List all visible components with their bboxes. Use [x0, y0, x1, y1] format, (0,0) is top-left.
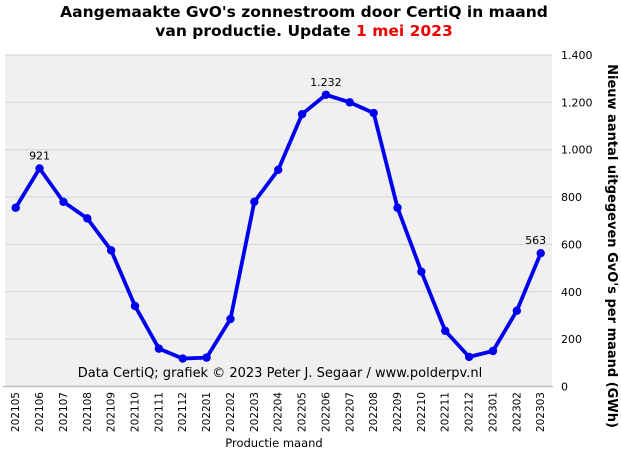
data-point	[393, 203, 402, 212]
title-update-date: 1 mei 2023	[356, 22, 453, 40]
title-line-2: van productie. Update 1 mei 2023	[0, 22, 608, 41]
title-line-2-text: van productie. Update	[155, 22, 357, 40]
data-point	[250, 197, 259, 207]
x-tick-label: 202205	[297, 392, 309, 432]
x-tick-label: 202303	[535, 392, 547, 432]
data-point	[321, 90, 331, 99]
x-tick-label: 202211	[440, 392, 452, 432]
data-point	[274, 165, 283, 175]
y-tick-label: 400	[561, 286, 582, 299]
data-point	[154, 344, 164, 353]
data-point	[35, 164, 44, 173]
data-point-label: 1.232	[310, 76, 342, 89]
y-tick-label: 1.000	[561, 144, 593, 157]
y-axis-title: Nieuw aantal uitgegeven GvO's per maand …	[604, 64, 619, 428]
x-tick-label: 202301	[487, 392, 499, 432]
data-point	[441, 326, 450, 336]
x-tick-label: 202210	[416, 392, 428, 432]
data-point	[226, 314, 235, 324]
data-point	[536, 248, 545, 258]
x-tick-label: 202110	[130, 392, 142, 432]
data-point-label: 563	[525, 234, 546, 247]
plot-area	[5, 55, 552, 387]
data-point	[512, 306, 522, 315]
y-tick-label: 1.400	[561, 49, 593, 62]
data-point	[464, 352, 474, 362]
x-tick-label: 202302	[511, 392, 523, 432]
title-line-1: Aangemaakte GvO's zonnestroom door Certi…	[60, 3, 548, 21]
data-point	[297, 109, 307, 119]
data-point	[11, 203, 20, 212]
data-point	[59, 197, 68, 207]
x-tick-label: 202108	[82, 392, 94, 432]
y-tick-label: 200	[561, 333, 582, 346]
x-tick-label: 202111	[153, 392, 165, 432]
data-point	[178, 354, 187, 363]
data-point	[345, 98, 354, 107]
chart-title: Aangemaakte GvO's zonnestroom door Certi…	[0, 3, 608, 41]
x-tick-label: 202209	[392, 392, 404, 432]
y-tick-label: 600	[561, 238, 582, 251]
x-tick-label: 202107	[58, 392, 70, 432]
data-point	[202, 353, 211, 362]
x-tick-label: 202106	[34, 392, 46, 432]
x-tick-label: 202206	[320, 392, 332, 432]
y-tick-label: 0	[561, 381, 568, 394]
x-tick-label: 202112	[177, 392, 189, 432]
data-point	[417, 267, 426, 276]
data-point	[83, 214, 92, 223]
x-axis-title: Productie maand	[225, 436, 322, 450]
data-point	[369, 108, 378, 118]
data-point	[106, 246, 116, 255]
x-tick-label: 202203	[249, 392, 261, 432]
source-annotation: Data CertiQ; grafiek © 2023 Peter J. Seg…	[78, 366, 482, 381]
x-tick-label: 202208	[368, 392, 380, 432]
x-tick-label: 202109	[106, 392, 118, 432]
x-tick-label: 202207	[344, 392, 356, 432]
data-point	[130, 301, 140, 311]
y-tick-label: 800	[561, 191, 582, 204]
x-tick-label: 202201	[201, 392, 213, 432]
data-point	[488, 346, 498, 356]
x-tick-label: 202212	[464, 392, 476, 432]
x-tick-label: 202105	[10, 392, 22, 432]
data-point-label: 921	[29, 149, 50, 162]
y-tick-label: 1.200	[561, 96, 593, 109]
x-tick-label: 202202	[225, 392, 237, 432]
x-tick-label: 202204	[273, 392, 285, 432]
